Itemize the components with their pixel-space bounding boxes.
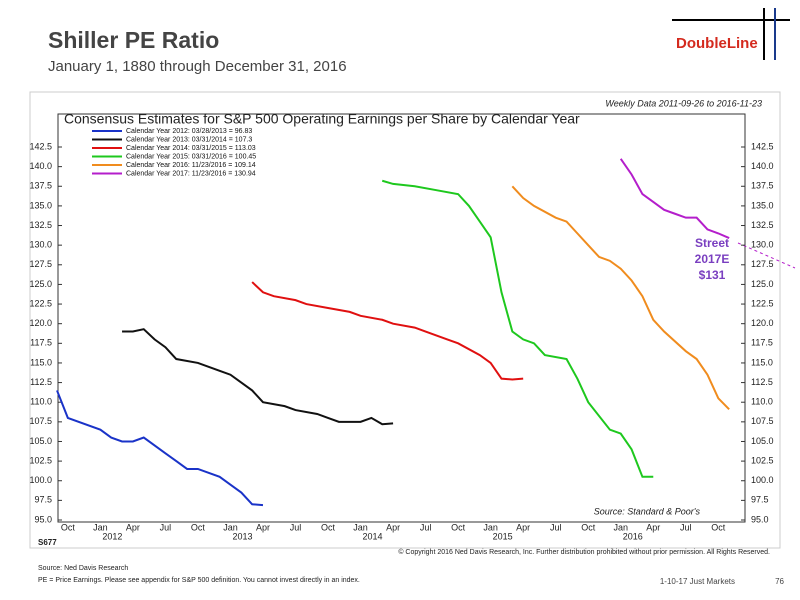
x-tick-label: Jan xyxy=(483,522,498,532)
y-tick-label: 117.5 xyxy=(30,338,52,348)
series-line xyxy=(251,281,524,381)
y2-tick-label: 142.5 xyxy=(751,141,774,151)
y2-tick-label: 127.5 xyxy=(751,259,774,269)
x-tick-label: Jan xyxy=(93,522,108,532)
x-tick-label: Jul xyxy=(680,522,692,532)
y-tick-label: 100.0 xyxy=(29,475,52,485)
x-tick-label: Apr xyxy=(256,522,270,532)
y2-tick-label: 120.0 xyxy=(751,318,774,328)
x-tick-label: Apr xyxy=(386,522,400,532)
y-tick-label: 137.5 xyxy=(29,181,52,191)
x-year-label: 2016 xyxy=(623,531,643,541)
annotation-pointer xyxy=(737,242,796,269)
series-line xyxy=(122,328,394,426)
chart-title: Consensus Estimates for S&P 500 Operatin… xyxy=(64,111,580,127)
footer-right: 1-10-17 Just Markets xyxy=(660,577,735,586)
y2-tick-label: 140.0 xyxy=(751,161,774,171)
y2-tick-label: 135.0 xyxy=(751,200,774,210)
x-year-label: 2012 xyxy=(102,531,122,541)
y-tick-label: 130.0 xyxy=(29,240,52,250)
y-tick-label: 102.5 xyxy=(29,455,52,465)
y2-tick-label: 102.5 xyxy=(751,455,774,465)
x-tick-label: Jan xyxy=(223,522,238,532)
y-tick-label: 110.0 xyxy=(30,397,52,407)
y2-tick-label: 125.0 xyxy=(751,279,774,289)
y2-tick-label: 105.0 xyxy=(751,436,774,446)
y2-tick-label: 115.0 xyxy=(751,357,773,367)
x-tick-label: Oct xyxy=(711,522,726,532)
page-number: 76 xyxy=(775,577,784,586)
x-tick-label: Jul xyxy=(160,522,172,532)
x-tick-label: Jul xyxy=(290,522,302,532)
y2-tick-label: 95.0 xyxy=(751,514,769,524)
legend-label: Calendar Year 2017: 11/23/2016 = 130.94 xyxy=(126,170,256,177)
annotation: $131 xyxy=(699,268,726,282)
x-tick-label: Apr xyxy=(126,522,140,532)
x-tick-label: Apr xyxy=(646,522,660,532)
y-tick-label: 125.0 xyxy=(29,279,52,289)
chart-subtitle: Weekly Data 2011-09-26 to 2016-11-23 xyxy=(605,98,762,108)
y2-tick-label: 110.0 xyxy=(751,397,773,407)
y2-tick-label: 117.5 xyxy=(751,338,773,348)
y-tick-label: 107.5 xyxy=(29,416,52,426)
x-tick-label: Oct xyxy=(191,522,206,532)
legend-label: Calendar Year 2014: 03/31/2015 = 113.03 xyxy=(126,145,256,152)
chart-source: Source: Standard & Poor's xyxy=(594,506,701,516)
series-line xyxy=(619,158,730,240)
x-tick-label: Jan xyxy=(353,522,368,532)
x-tick-label: Oct xyxy=(61,522,76,532)
y2-tick-label: 130.0 xyxy=(751,240,774,250)
annotation: Street xyxy=(695,236,729,250)
y-tick-label: 120.0 xyxy=(29,318,52,328)
y-tick-label: 95.0 xyxy=(34,514,52,524)
x-tick-label: Jul xyxy=(550,522,562,532)
series-line xyxy=(381,179,654,478)
x-tick-label: Jan xyxy=(613,522,628,532)
x-tick-label: Oct xyxy=(321,522,336,532)
x-year-label: 2014 xyxy=(363,531,383,541)
logo: DoubleLine xyxy=(676,35,758,52)
series-line xyxy=(56,390,264,507)
chart-code: S677 xyxy=(38,538,57,547)
y2-tick-label: 132.5 xyxy=(751,220,774,230)
copyright: © Copyright 2016 Ned Davis Research, Inc… xyxy=(398,548,770,556)
y-tick-label: 140.0 xyxy=(29,161,52,171)
x-year-label: 2013 xyxy=(232,531,252,541)
x-tick-label: Apr xyxy=(516,522,530,532)
y-tick-label: 132.5 xyxy=(29,220,52,230)
y-tick-label: 115.0 xyxy=(30,357,52,367)
y2-tick-label: 137.5 xyxy=(751,181,774,191)
y-tick-label: 127.5 xyxy=(29,259,52,269)
slide-title: Shiller PE Ratio xyxy=(48,27,219,53)
x-tick-label: Oct xyxy=(581,522,596,532)
annotation: 2017E xyxy=(695,252,730,266)
y-tick-label: 142.5 xyxy=(29,141,52,151)
legend-label: Calendar Year 2012: 03/28/2013 = 96.83 xyxy=(126,128,252,135)
y-tick-label: 97.5 xyxy=(34,495,52,505)
legend-label: Calendar Year 2013: 03/31/2014 = 107.3 xyxy=(126,136,252,143)
y2-tick-label: 97.5 xyxy=(751,495,769,505)
x-tick-label: Jul xyxy=(420,522,432,532)
x-tick-label: Oct xyxy=(451,522,466,532)
legend-label: Calendar Year 2015: 03/31/2016 = 100.45 xyxy=(126,153,256,160)
y2-tick-label: 107.5 xyxy=(751,416,774,426)
y-tick-label: 135.0 xyxy=(29,200,52,210)
y2-tick-label: 112.5 xyxy=(751,377,773,387)
slide-subtitle: January 1, 1880 through December 31, 201… xyxy=(48,58,347,75)
legend-label: Calendar Year 2016: 11/23/2016 = 109.14 xyxy=(126,162,256,169)
footer-note: PE = Price Earnings. Please see appendix… xyxy=(38,577,360,584)
series-line xyxy=(511,185,730,410)
plot-frame xyxy=(57,113,746,523)
y-tick-label: 122.5 xyxy=(29,298,52,308)
y2-tick-label: 122.5 xyxy=(751,298,774,308)
footer-source: Source: Ned Davis Research xyxy=(38,565,128,572)
chart-frame xyxy=(29,91,781,549)
y2-tick-label: 100.0 xyxy=(751,475,774,485)
y-tick-label: 112.5 xyxy=(30,377,52,387)
x-year-label: 2015 xyxy=(493,531,513,541)
y-tick-label: 105.0 xyxy=(29,436,52,446)
